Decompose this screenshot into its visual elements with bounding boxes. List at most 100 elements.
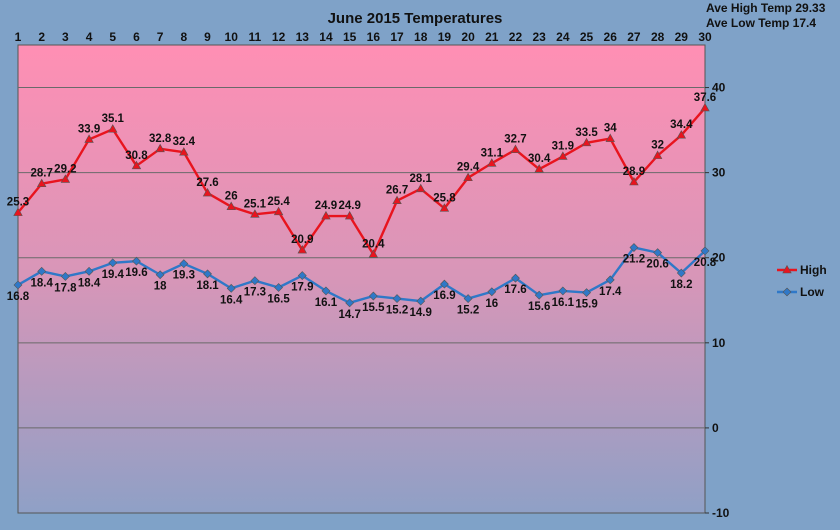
point-high [108,124,118,133]
ave-high-stat: Ave High Temp 29.33 [706,1,826,15]
point-high [487,158,497,167]
point-high [131,160,142,170]
point-high [226,201,236,210]
point-low [558,286,568,296]
x-tick-label: 4 [86,30,93,44]
data-label-low: 15.2 [457,305,479,317]
x-tick-label: 29 [675,30,689,44]
data-label-low: 19.6 [125,267,147,279]
data-label-low: 16.4 [220,294,243,306]
data-label-high: 31.9 [552,140,574,152]
x-tick-label: 24 [556,30,570,44]
plot-area [17,44,706,514]
data-label-high: 20.9 [291,234,313,246]
data-label-high: 31.1 [481,147,504,159]
point-low [155,270,165,280]
point-low [676,268,686,278]
point-high [179,147,189,156]
data-label-low: 16.8 [7,291,30,303]
x-tick-label: 30 [698,30,712,44]
x-tick-label: 13 [296,30,310,44]
x-tick-label: 22 [509,30,523,44]
point-low [439,279,449,289]
data-labels: 25.3 28.7 29.2 33.935.1 30.832.8 32.4 27.6 26 25… [7,92,717,321]
point-high [202,187,213,197]
data-label-low: 16.5 [267,294,290,306]
x-tick-label: 15 [343,30,357,44]
y-tick-label: 0 [712,421,719,435]
data-label-high: 35.1 [102,113,125,125]
data-label-low: 16.9 [433,290,455,302]
legend-marker-low [782,287,792,297]
data-label-high: 25.8 [433,192,456,204]
point-low [511,273,520,283]
point-high [321,210,331,220]
point-high [392,195,402,205]
point-low [368,291,378,301]
legend: High Low [777,263,827,299]
point-high [368,249,379,258]
x-tick-label: 19 [438,30,452,44]
x-tick-label: 28 [651,30,665,44]
data-label-high: 25.4 [267,196,290,208]
point-low [700,246,710,256]
legend-label-low: Low [800,285,825,299]
data-label-low: 17.6 [504,284,526,296]
ave-low-stat: Ave Low Temp 17.4 [706,16,816,30]
point-low [582,288,591,298]
data-label-high: 25.1 [244,198,267,210]
data-label-high: 20.4 [362,238,385,250]
data-label-high: 24.9 [338,200,360,212]
series-group [13,102,710,308]
point-low [37,266,47,276]
point-high [534,164,544,173]
point-low [203,269,212,279]
y-tick-label: 30 [712,166,726,180]
point-high [676,130,687,139]
data-label-high: 30.4 [528,153,551,165]
point-low [416,296,426,306]
point-low [84,266,94,276]
data-label-high: 26 [225,191,238,203]
data-label-low: 20.6 [646,259,668,271]
point-low [345,298,355,308]
point-high [13,207,23,216]
point-high [652,150,663,159]
x-tick-label: 27 [627,30,641,44]
data-label-high: 28.7 [30,168,52,180]
point-low [463,294,473,303]
x-axis: 1 2 3 4 5 6 7 8 9 10 11 12 13 14 15 16 17 18 19 20 21 22 23 24 2… [15,30,712,44]
y-tick-label: 40 [712,81,726,95]
legend-marker-high [782,264,792,274]
data-label-low: 17.9 [291,282,313,294]
point-low [132,256,141,266]
data-label-low: 18.4 [30,277,53,289]
data-label-low: 21.2 [623,254,645,266]
x-tick-label: 8 [180,30,187,44]
x-tick-label: 3 [62,30,69,44]
x-tick-label: 20 [461,30,475,44]
point-high [439,203,450,212]
data-label-low: 18.1 [196,280,219,292]
x-tick-label: 10 [225,30,239,44]
data-label-high: 37.6 [694,92,716,104]
x-tick-label: 16 [367,30,381,44]
point-low [297,271,307,281]
x-tick-label: 2 [38,30,45,44]
point-high [581,137,592,147]
data-label-high: 28.1 [410,173,433,185]
data-label-low: 17.8 [54,282,77,294]
point-high [84,134,94,143]
point-low [629,243,639,252]
x-tick-label: 18 [414,30,428,44]
data-label-high: 32 [651,140,664,152]
data-label-high: 33.9 [78,123,100,135]
point-high [250,209,260,218]
point-low [487,287,497,297]
series-line-high [17,107,706,256]
data-label-high: 34.4 [670,119,693,131]
data-label-low: 16 [485,298,498,310]
chart-title: June 2015 Temperatures [328,10,503,27]
legend-label-high: High [800,263,827,277]
